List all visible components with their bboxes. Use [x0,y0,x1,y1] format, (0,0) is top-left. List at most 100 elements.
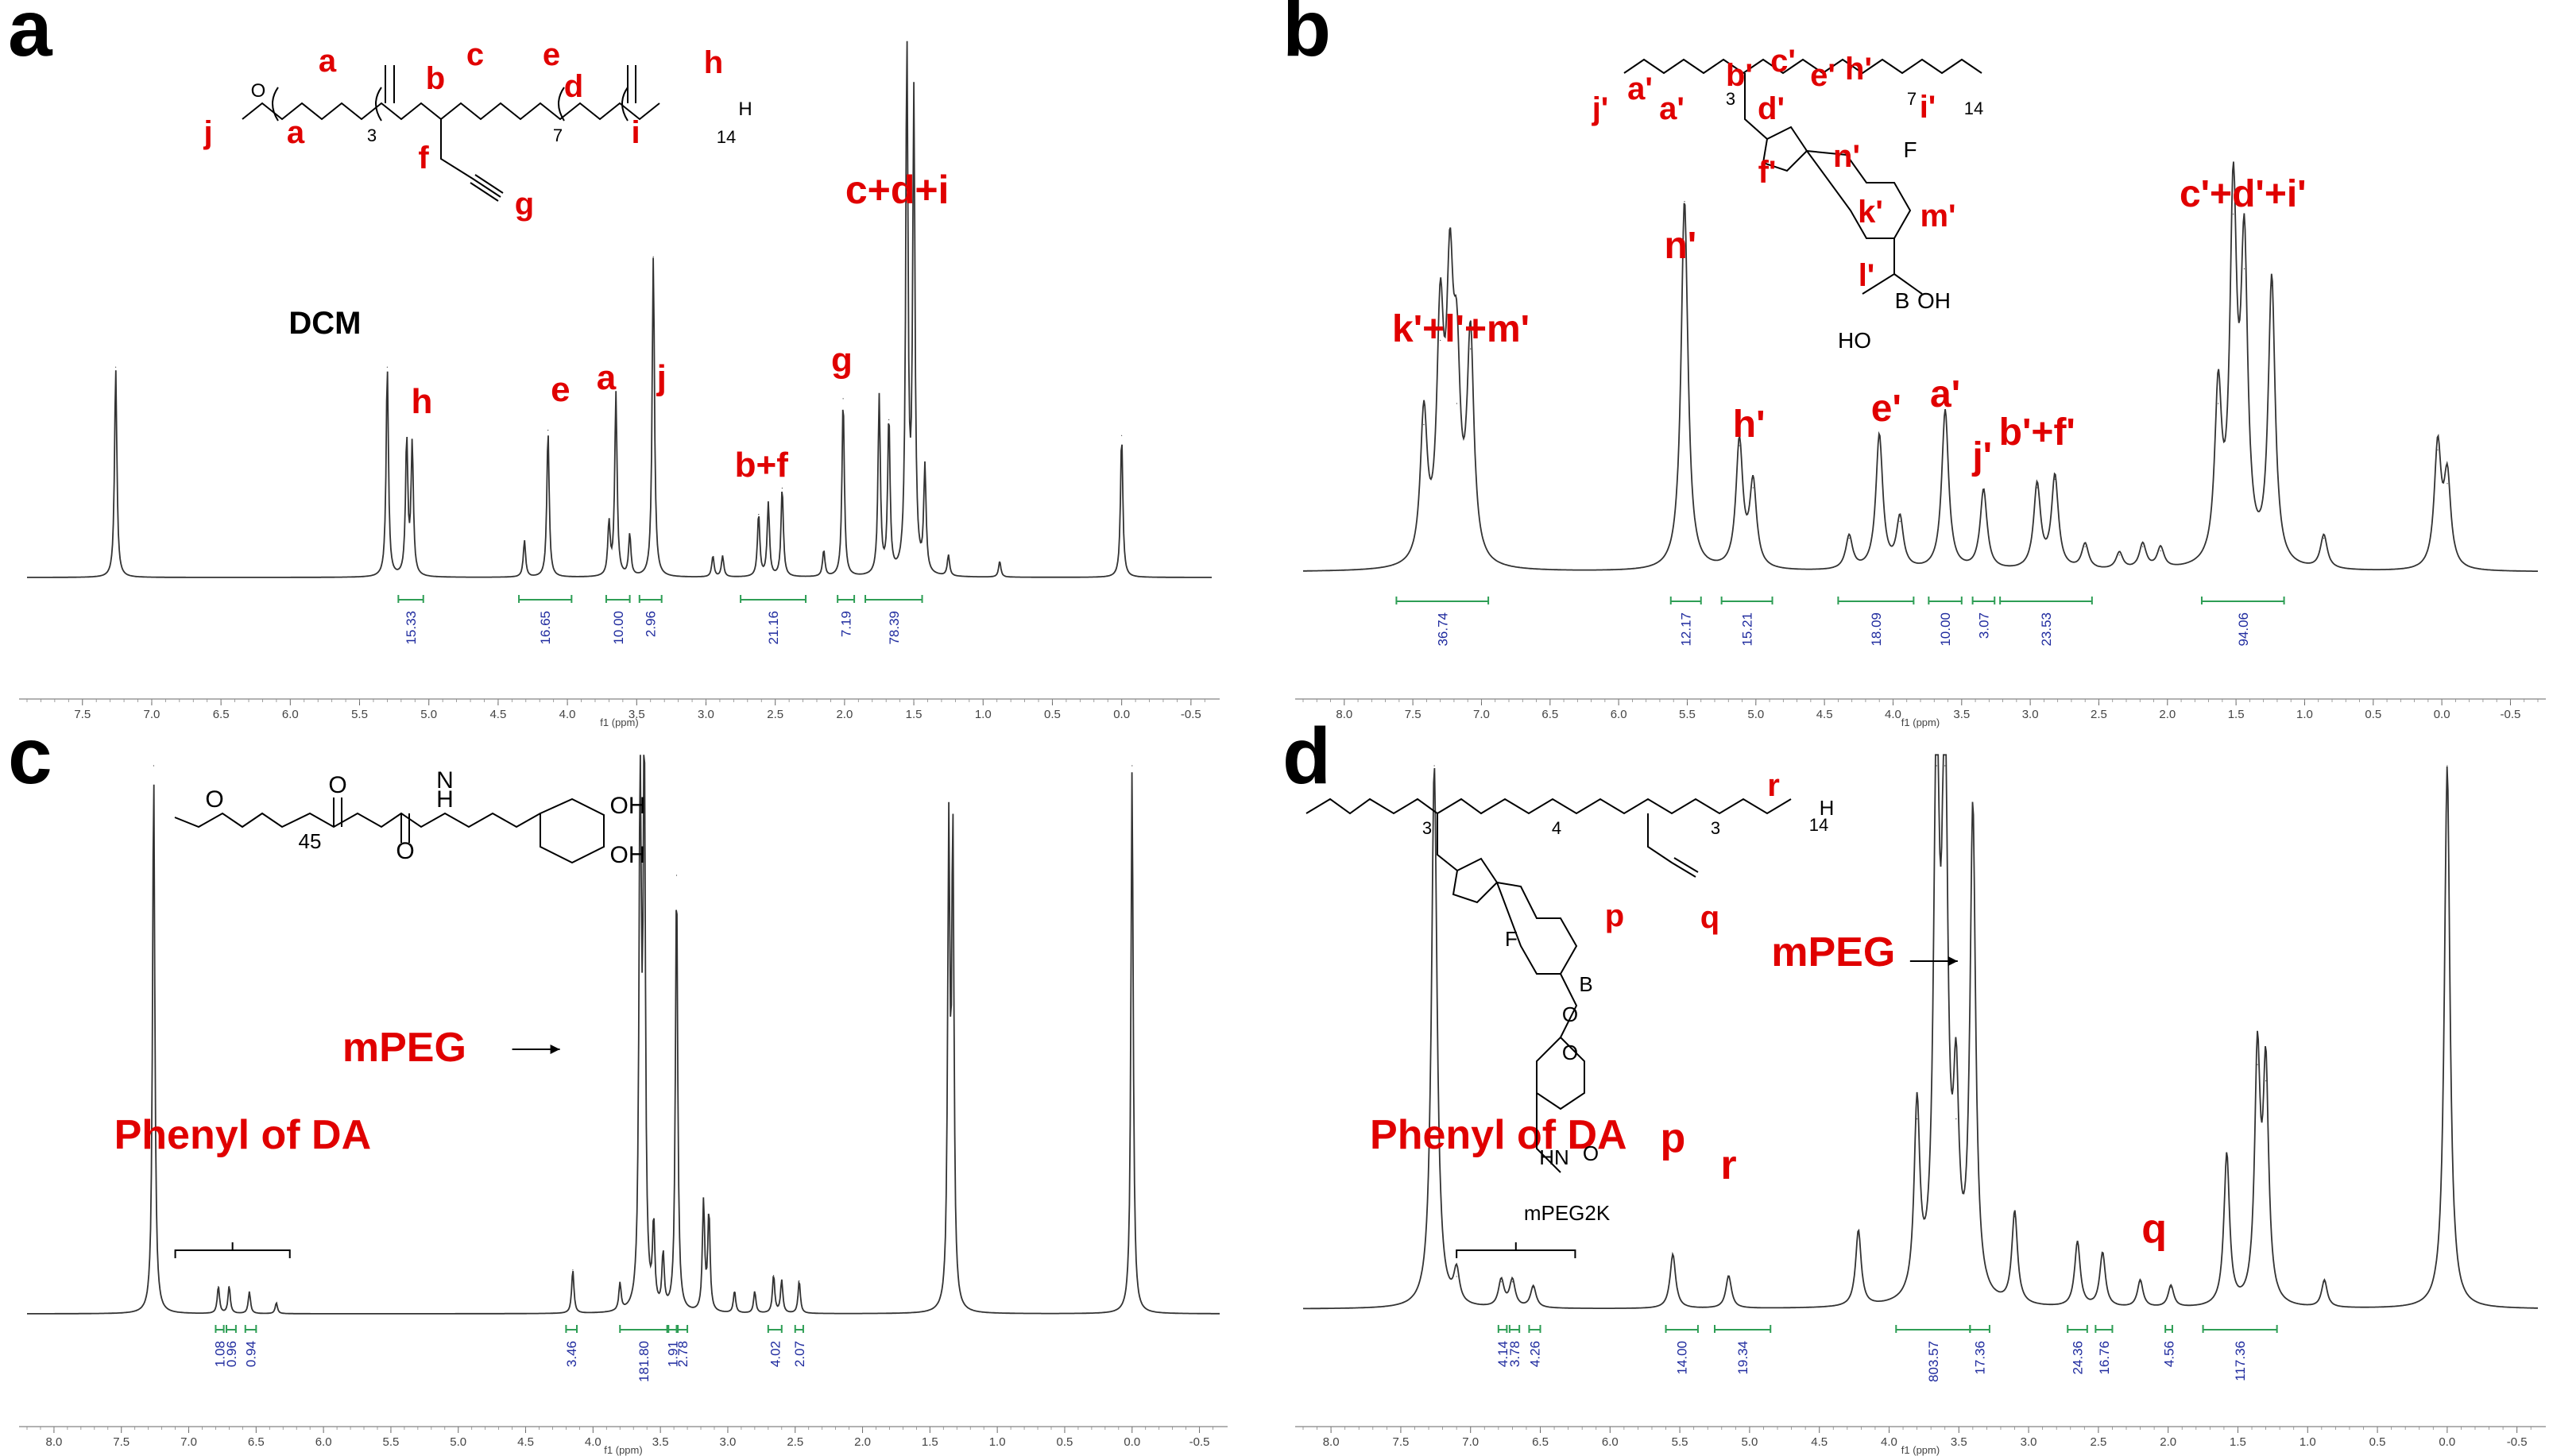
panel-letter: a [8,0,52,73]
structure-atom: H [738,98,752,120]
repeat-paren [375,87,382,122]
x-tick-label: 7.0 [144,708,161,721]
peak-point [1944,765,1946,767]
x-tick-label: 0.5 [2365,708,2381,721]
structure-label: b' [1726,58,1753,93]
alkyne-branch [1647,813,1699,878]
structure-label: f [418,141,429,176]
x-tick-label: 7.5 [1392,1435,1409,1449]
integral-value: 1.08 [213,1341,228,1367]
structure-atom: B [1579,972,1592,996]
peak-point [721,555,724,558]
integral: 2.78 [675,1325,690,1367]
peak-point [2102,1254,2103,1256]
peak-point [758,514,760,516]
panel-letter: d [1282,712,1332,801]
x-tick-label: 6.0 [1602,1435,1619,1449]
peak-point [1511,1281,1513,1283]
x-tick-label: 3.5 [629,708,645,721]
structure-label: r [1767,768,1780,803]
x-tick-label: 5.5 [383,1435,400,1449]
peak-point [2323,538,2325,539]
peak-point [823,550,825,552]
peak-label: Phenyl of DA [1370,1112,1627,1158]
phenyl-bracket [1456,1242,1576,1258]
structure-subscript: 3 [1422,818,1432,838]
peak-label: a [597,358,617,397]
x-tick-label: 2.0 [836,708,853,721]
x-tick-label: 2.5 [787,1435,803,1449]
boronic-bonds [1862,238,1923,295]
structure-label: n' [1833,139,1860,174]
peak-point [2243,268,2245,269]
x-tick-label: 1.5 [2230,1435,2246,1449]
catechol-ester [1536,973,1585,1173]
spectrum-line [27,755,1220,1315]
integral: 24.36 [2067,1325,2088,1375]
x-tick-label: 3.0 [698,708,714,721]
peak-point [1752,487,1754,489]
spectrum-line [27,41,1212,578]
integral: 4.56 [2162,1325,2177,1367]
structure-atom: OH [610,842,646,868]
peak-label: e [551,370,570,409]
x-tick-label: 6.5 [213,708,230,721]
peak-label: b'+f' [1999,411,2075,454]
peak-point [2036,487,2038,489]
peak-point [1955,1118,1957,1120]
peak-point [2160,550,2161,552]
x-tick-label: 6.5 [1532,1435,1549,1449]
backbone-bonds [1623,58,1982,75]
peak-point [653,1230,655,1233]
integral-value: 3.46 [564,1341,579,1367]
integral-value: 3.07 [1976,612,1991,639]
panel-c: 8.0 7.5 7.0 6.5 6.0 5.5 5.0 4.5 4.0 3.5 3.0 2.5 2.0 1… [0,716,1274,1456]
integral-value: 4.14 [1495,1341,1510,1367]
structure-label: i [631,115,640,150]
structure-label: h [704,45,723,80]
structure-label: f' [1758,155,1777,190]
x-tick-label: -0.5 [2501,708,2521,721]
integral: 2.96 [638,595,663,637]
peak-point [2265,1080,2267,1082]
structure-atom: O [1583,1141,1599,1165]
peak-point [2142,546,2144,547]
peak-point [572,1269,574,1271]
peak-point [153,765,154,767]
peak-label: mPEG [342,1025,466,1071]
backbone-bonds [1305,798,1792,815]
structure-label: e' [1810,58,1835,93]
peak-point [1423,423,1425,426]
integral-value: 4.26 [1527,1341,1542,1367]
integral-value: 14.00 [1675,1341,1690,1375]
peak-point [547,430,549,431]
integral: 16.65 [518,595,573,645]
peak-label: c+d+i [845,168,950,212]
peak-point [712,555,714,558]
peak-label: mPEG [1771,929,1895,975]
integral: 16.76 [2095,1325,2114,1375]
x-tick-label: 0.5 [2369,1435,2386,1449]
integral: 23.53 [1999,597,2093,647]
carbonyl-bonds [333,798,410,843]
structure-label: a' [1659,91,1685,126]
peak-point [406,440,408,442]
structure-atom: OH [1917,288,1951,313]
integral: 1.91 [665,1325,680,1367]
x-tick-label: 6.0 [315,1435,332,1449]
x-tick-label: 6.0 [282,708,299,721]
x-tick-label: 1.5 [2228,708,2245,721]
peak-point [1899,520,1901,523]
alkyne-branch [440,119,504,202]
x-tick-label: 5.5 [351,708,368,721]
x-axis-label: f1 (ppm) [604,1444,642,1456]
peak-point [2013,1216,2016,1218]
x-tick-label: 1.0 [989,1435,1006,1449]
integral-value: 0.96 [224,1341,239,1367]
integral: 7.19 [837,595,856,637]
integral: 94.06 [2200,597,2285,647]
structure-label: p [1605,898,1624,933]
x-tick-label: 4.0 [559,708,576,721]
x-tick-label: 0.5 [1057,1435,1073,1449]
